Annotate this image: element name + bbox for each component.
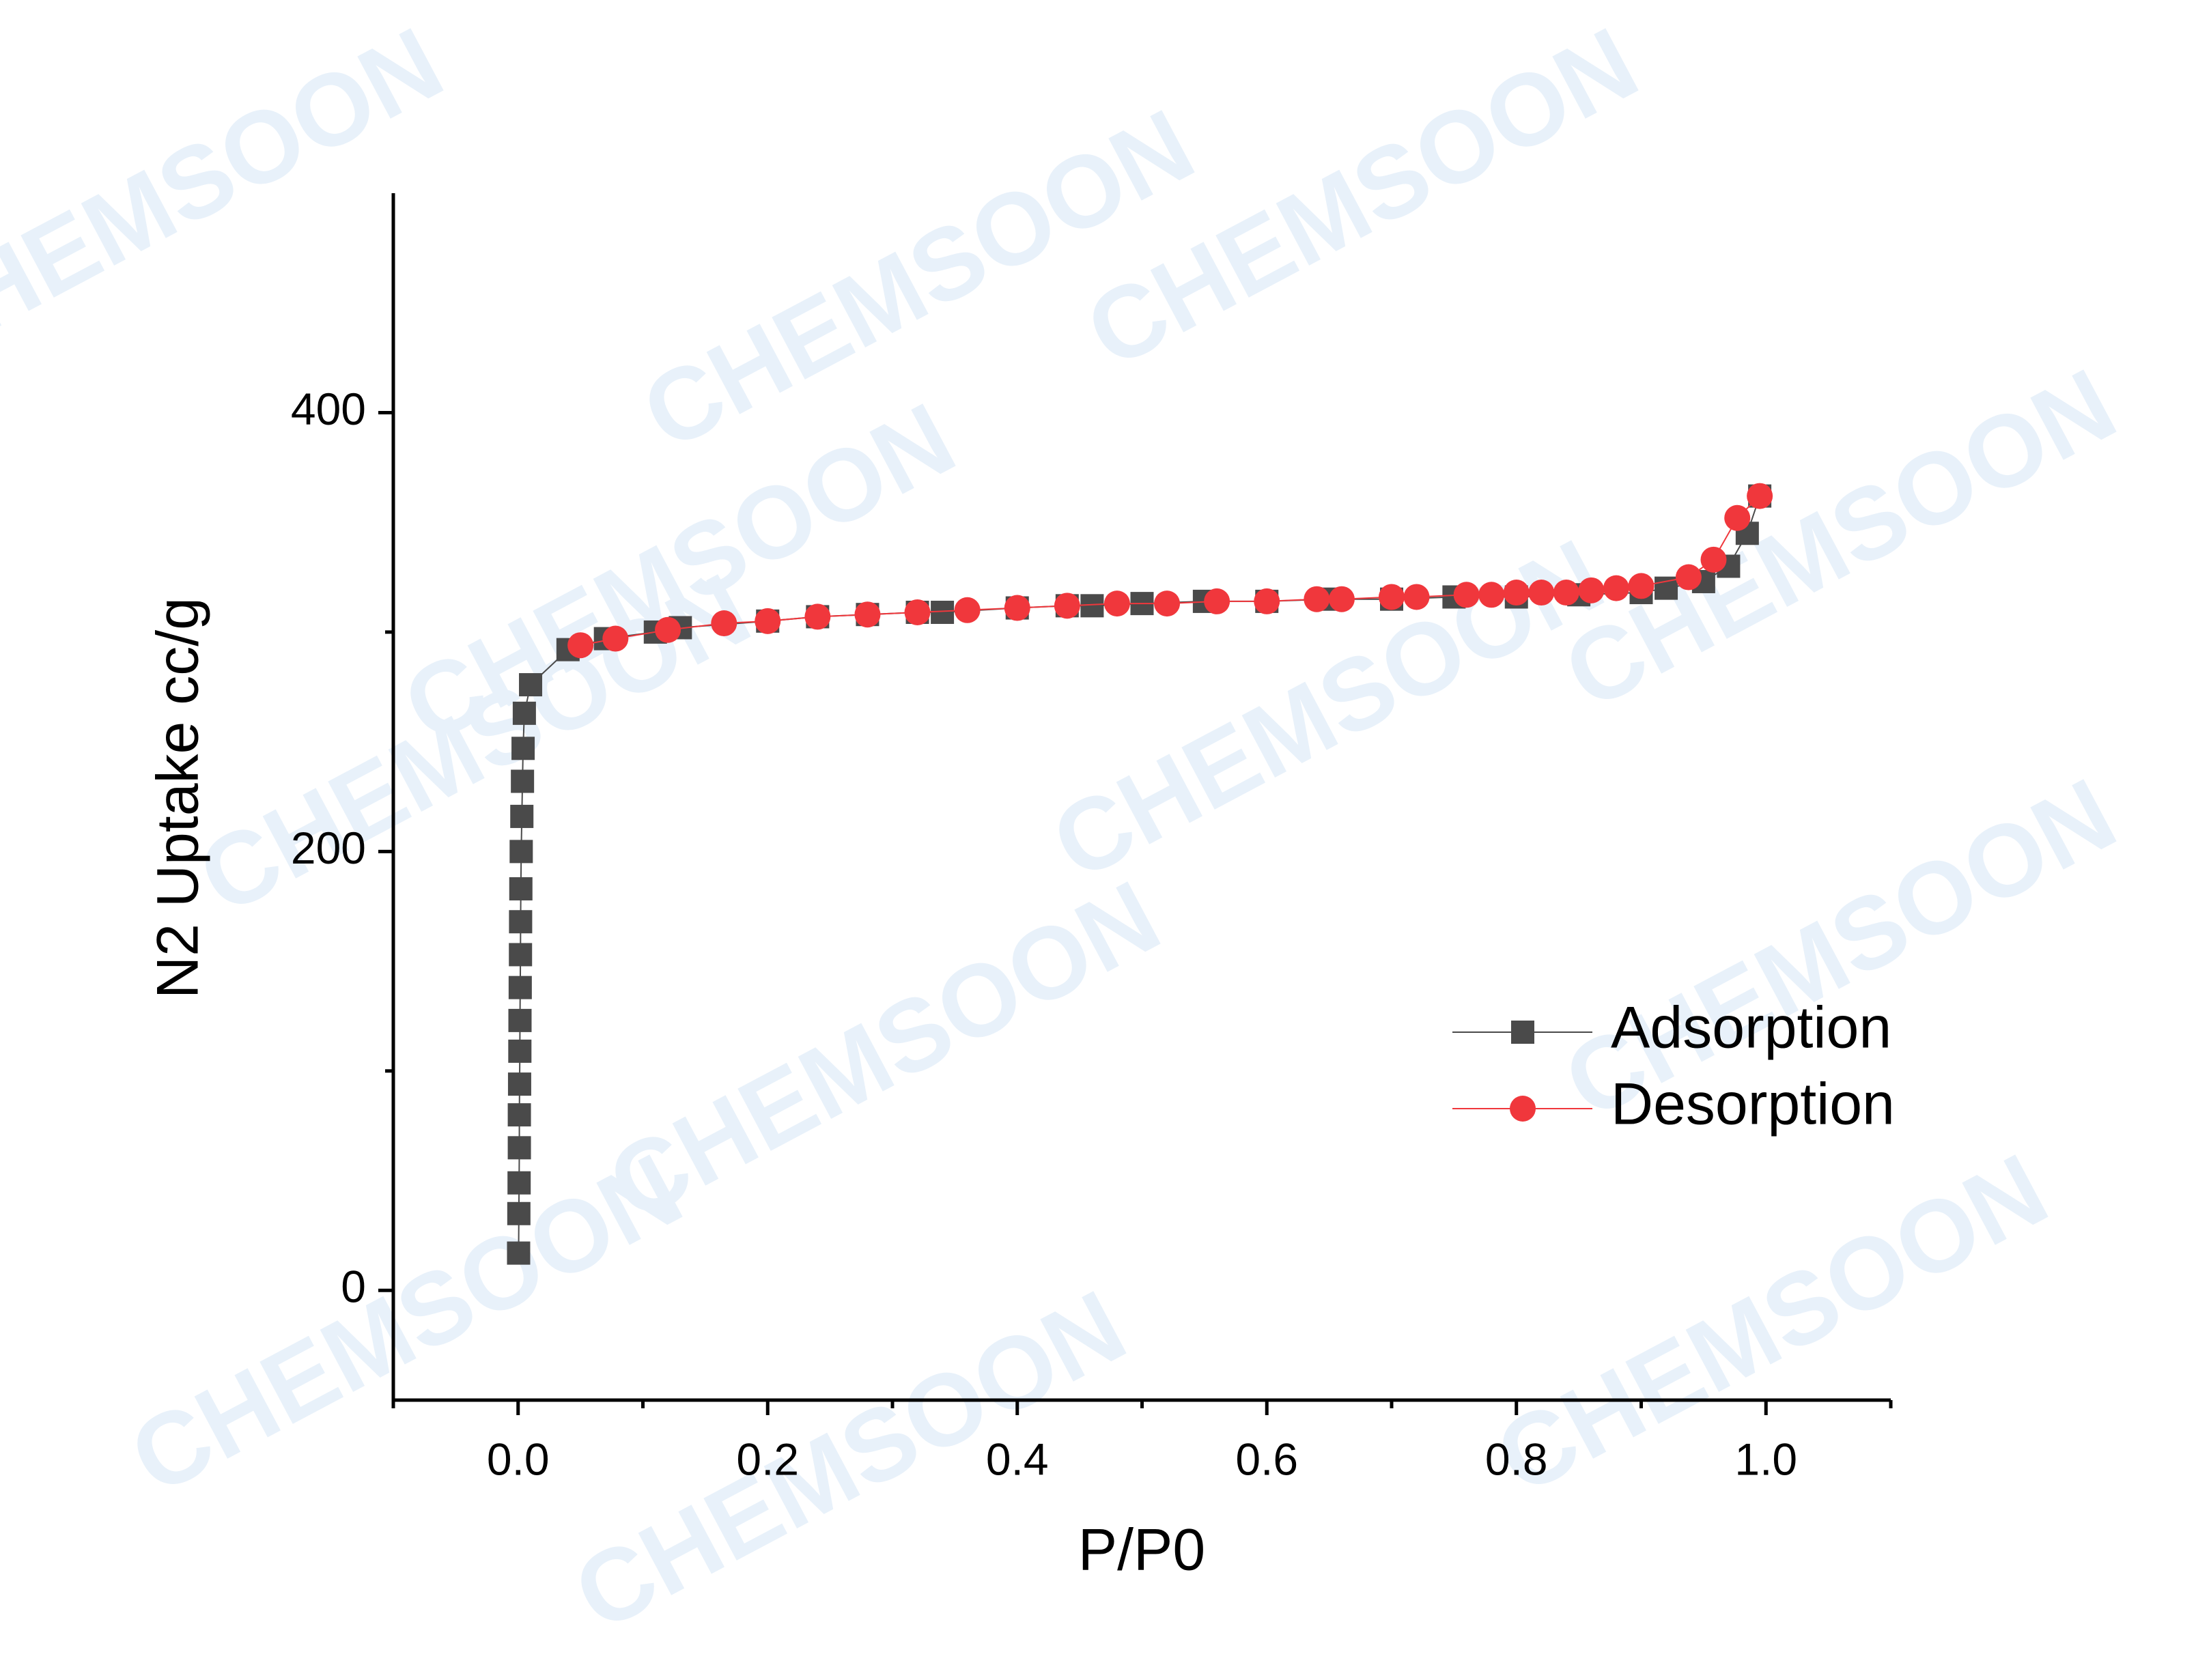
data-point <box>1004 595 1030 621</box>
y-axis-label: N2 Uptake cc/g <box>145 597 211 999</box>
data-point <box>519 673 543 697</box>
data-point <box>507 1171 531 1195</box>
data-point <box>602 625 629 652</box>
data-point <box>931 600 955 624</box>
data-point <box>508 976 532 999</box>
data-point <box>655 616 681 643</box>
data-point <box>507 1136 531 1160</box>
data-point <box>755 608 781 634</box>
data-point <box>567 632 594 659</box>
data-point <box>954 597 981 623</box>
data-point <box>511 769 535 793</box>
data-point <box>509 910 533 934</box>
data-point <box>1328 586 1355 612</box>
data-point <box>509 877 533 901</box>
x-tick-label: 0.0 <box>487 1434 550 1484</box>
watermark: CHEMSOON <box>557 1268 1143 1653</box>
data-point <box>1724 504 1751 531</box>
data-point <box>1054 593 1080 619</box>
data-point <box>507 1103 531 1127</box>
data-point <box>1103 590 1130 617</box>
y-tick-label: 200 <box>291 823 366 873</box>
legend-label: Adsorption <box>1611 995 1891 1061</box>
watermark: CHEMSOON <box>0 5 460 390</box>
x-tick-label: 1.0 <box>1734 1434 1797 1484</box>
y-tick-label: 0 <box>341 1262 366 1312</box>
data-point <box>1254 588 1280 614</box>
data-point <box>1700 546 1727 573</box>
data-point <box>1528 580 1555 606</box>
data-point <box>507 1241 531 1265</box>
data-point <box>1478 582 1505 608</box>
data-point <box>854 601 881 628</box>
x-tick-label: 0.2 <box>736 1434 799 1484</box>
watermark: CHEMSOON <box>113 1132 699 1516</box>
legend-marker <box>1510 1096 1536 1122</box>
data-point <box>1628 573 1655 599</box>
legend-label: Desorption <box>1611 1072 1895 1137</box>
x-axis-label: P/P0 <box>1078 1518 1205 1583</box>
data-point <box>510 804 534 828</box>
data-point <box>711 610 737 637</box>
data-point <box>1154 590 1181 617</box>
data-point <box>509 943 533 967</box>
data-point <box>1675 564 1702 590</box>
data-point <box>1204 588 1230 614</box>
watermark: CHEMSOON <box>591 859 1177 1243</box>
data-point <box>507 1072 531 1096</box>
data-point <box>1603 575 1629 601</box>
watermark: CHEMSOON <box>1547 347 2133 731</box>
x-tick-label: 0.6 <box>1235 1434 1298 1484</box>
x-tick-label: 0.8 <box>1485 1434 1548 1484</box>
data-point <box>509 840 533 864</box>
data-point <box>804 603 831 630</box>
data-point <box>1503 580 1530 606</box>
data-point <box>507 1201 531 1225</box>
data-point <box>1553 580 1579 606</box>
data-point <box>904 599 931 625</box>
data-point <box>1747 483 1773 509</box>
x-tick-label: 0.4 <box>986 1434 1049 1484</box>
watermark: CHEMSOON <box>1034 517 1621 902</box>
data-point <box>511 737 535 760</box>
data-point <box>1453 582 1480 608</box>
data-point <box>1080 594 1104 618</box>
data-point <box>1379 584 1405 610</box>
data-point <box>1578 577 1605 603</box>
legend-marker <box>1511 1021 1534 1044</box>
data-point <box>512 701 536 725</box>
data-point <box>508 1008 532 1032</box>
data-point <box>508 1039 532 1063</box>
y-tick-label: 400 <box>291 384 366 434</box>
data-point <box>1304 586 1330 612</box>
data-point <box>1403 584 1430 610</box>
